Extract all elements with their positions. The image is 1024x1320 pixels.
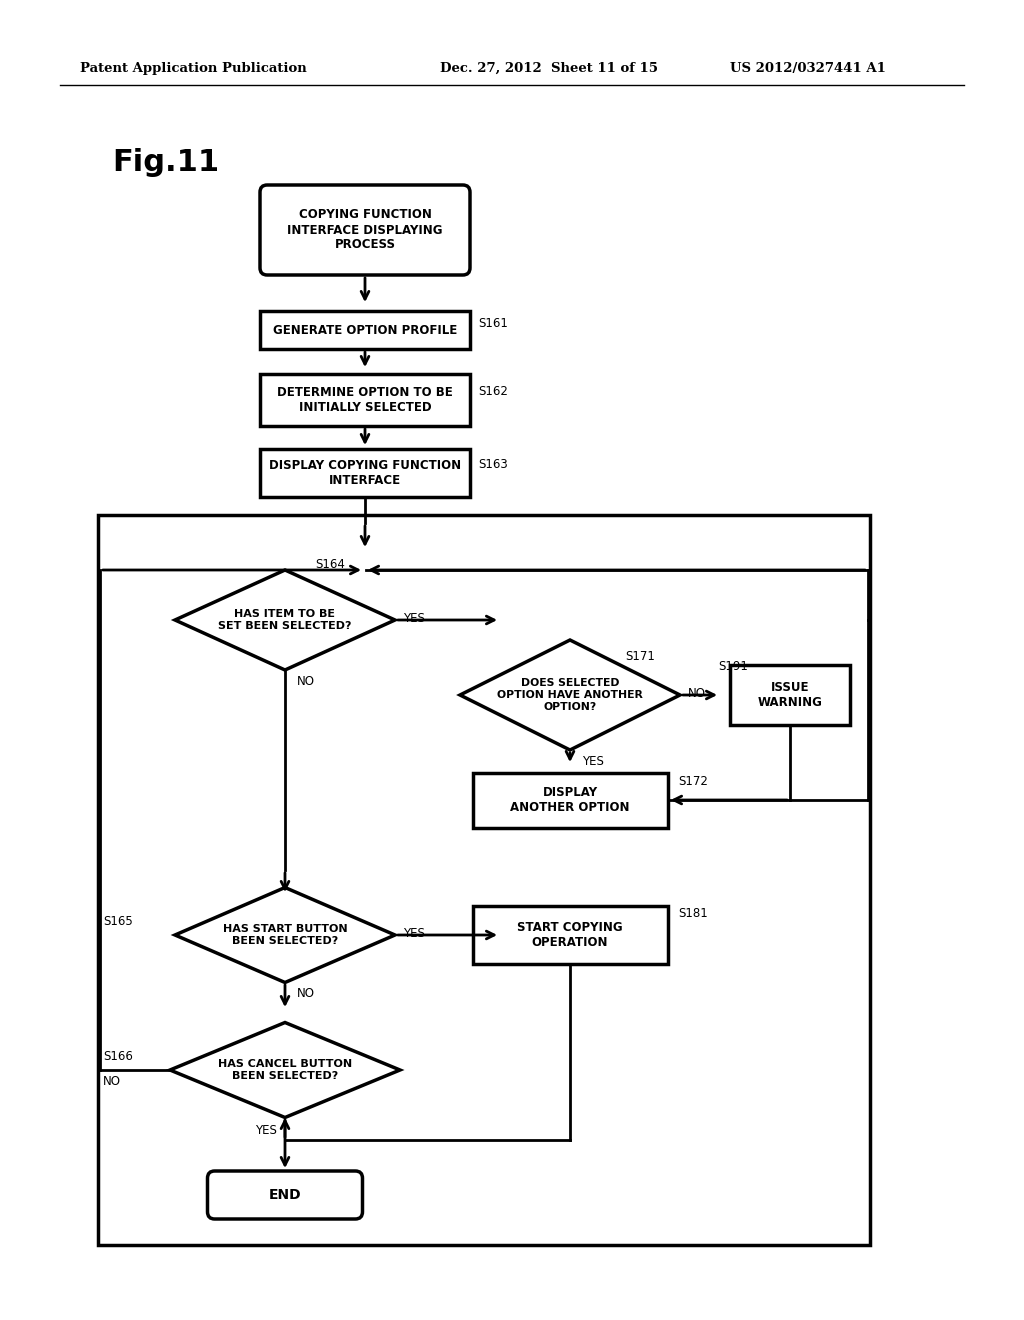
- Text: HAS ITEM TO BE
SET BEEN SELECTED?: HAS ITEM TO BE SET BEEN SELECTED?: [218, 610, 352, 631]
- Text: START COPYING
OPERATION: START COPYING OPERATION: [517, 921, 623, 949]
- Text: YES: YES: [582, 755, 604, 768]
- Text: S164: S164: [315, 558, 345, 572]
- Text: ISSUE
WARNING: ISSUE WARNING: [758, 681, 822, 709]
- Text: S165: S165: [103, 915, 133, 928]
- Text: END: END: [268, 1188, 301, 1203]
- Text: US 2012/0327441 A1: US 2012/0327441 A1: [730, 62, 886, 75]
- Text: DISPLAY COPYING FUNCTION
INTERFACE: DISPLAY COPYING FUNCTION INTERFACE: [269, 459, 461, 487]
- Text: COPYING FUNCTION
INTERFACE DISPLAYING
PROCESS: COPYING FUNCTION INTERFACE DISPLAYING PR…: [288, 209, 442, 252]
- Text: Dec. 27, 2012  Sheet 11 of 15: Dec. 27, 2012 Sheet 11 of 15: [440, 62, 658, 75]
- Text: DOES SELECTED
OPTION HAVE ANOTHER
OPTION?: DOES SELECTED OPTION HAVE ANOTHER OPTION…: [497, 678, 643, 711]
- Text: NO: NO: [688, 686, 706, 700]
- Text: DETERMINE OPTION TO BE
INITIALLY SELECTED: DETERMINE OPTION TO BE INITIALLY SELECTE…: [278, 385, 453, 414]
- Text: GENERATE OPTION PROFILE: GENERATE OPTION PROFILE: [272, 323, 457, 337]
- Text: S172: S172: [678, 775, 708, 788]
- Text: S162: S162: [478, 385, 508, 399]
- Polygon shape: [175, 887, 395, 982]
- FancyBboxPatch shape: [730, 665, 850, 725]
- Polygon shape: [170, 1023, 400, 1118]
- Text: YES: YES: [403, 612, 425, 624]
- Text: S166: S166: [103, 1049, 133, 1063]
- Text: HAS CANCEL BUTTON
BEEN SELECTED?: HAS CANCEL BUTTON BEEN SELECTED?: [218, 1059, 352, 1081]
- Text: S181: S181: [678, 907, 708, 920]
- FancyBboxPatch shape: [472, 906, 668, 964]
- Polygon shape: [460, 640, 680, 750]
- Text: Fig.11: Fig.11: [112, 148, 219, 177]
- Text: YES: YES: [255, 1125, 276, 1137]
- Text: DISPLAY
ANOTHER OPTION: DISPLAY ANOTHER OPTION: [510, 785, 630, 814]
- Text: YES: YES: [403, 927, 425, 940]
- Text: S191: S191: [718, 660, 748, 673]
- Text: Patent Application Publication: Patent Application Publication: [80, 62, 307, 75]
- Text: HAS START BUTTON
BEEN SELECTED?: HAS START BUTTON BEEN SELECTED?: [222, 924, 347, 946]
- Text: S161: S161: [478, 317, 508, 330]
- FancyBboxPatch shape: [260, 449, 470, 498]
- FancyBboxPatch shape: [260, 374, 470, 426]
- Text: NO: NO: [297, 987, 315, 1001]
- Text: S171: S171: [625, 649, 655, 663]
- Text: NO: NO: [103, 1074, 121, 1088]
- FancyBboxPatch shape: [208, 1171, 362, 1218]
- FancyBboxPatch shape: [260, 185, 470, 275]
- Polygon shape: [175, 570, 395, 671]
- FancyBboxPatch shape: [472, 772, 668, 828]
- Text: NO: NO: [297, 675, 315, 688]
- Text: S163: S163: [478, 458, 508, 471]
- FancyBboxPatch shape: [260, 312, 470, 348]
